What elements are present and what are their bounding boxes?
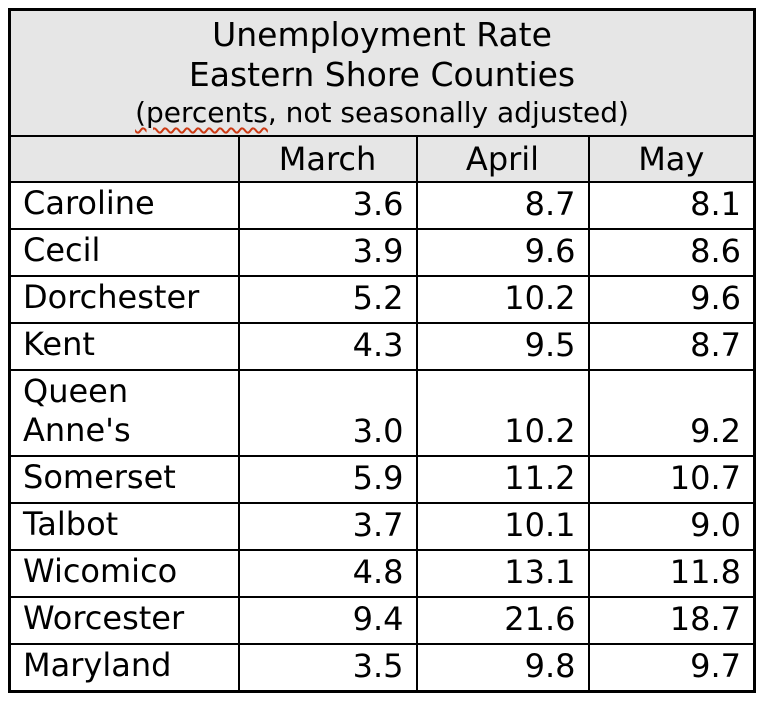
table-row: Worcester 9.4 21.6 18.7 [8, 596, 756, 645]
unemployment-table-wrap: Unemployment Rate Eastern Shore Counties… [8, 8, 757, 693]
county-cell: Caroline [8, 181, 240, 230]
table-subtitle: Eastern Shore Counties [188, 55, 576, 94]
value-cell: 18.7 [587, 596, 756, 645]
table-title: Unemployment Rate [212, 15, 552, 54]
value-cell: 11.2 [415, 455, 590, 504]
table-row: Maryland 3.5 9.8 9.7 [8, 643, 756, 693]
table-body: Caroline 3.6 8.7 8.1 Cecil 3.9 9.6 8.6 Dorcheste… [8, 181, 756, 693]
value-cell: 9.6 [587, 275, 756, 324]
note-rest-text: , not seasonally adjusted) [267, 96, 629, 129]
value-cell: 5.2 [237, 275, 418, 324]
table-row: Somerset 5.9 11.2 10.7 [8, 455, 756, 504]
county-cell: Kent [8, 322, 240, 371]
county-cell: Wicomico [8, 549, 240, 598]
value-cell: 3.5 [237, 643, 418, 693]
value-cell: 9.0 [587, 502, 756, 551]
table-row: Talbot 3.7 10.1 9.0 [8, 502, 756, 551]
value-cell: 9.7 [587, 643, 756, 693]
table-row: Wicomico 4.8 13.1 11.8 [8, 549, 756, 598]
value-cell: 4.3 [237, 322, 418, 371]
value-cell: 8.7 [415, 181, 590, 230]
table-row: Kent 4.3 9.5 8.7 [8, 322, 756, 371]
county-cell: Cecil [8, 228, 240, 277]
column-header-march: March [237, 135, 418, 183]
value-cell: 9.4 [237, 596, 418, 645]
title-cell: Unemployment Rate Eastern Shore Counties… [8, 8, 756, 137]
column-header-row: March April May [8, 135, 756, 183]
value-cell: 8.1 [587, 181, 756, 230]
value-cell: 9.6 [415, 228, 590, 277]
value-cell: 3.6 [237, 181, 418, 230]
value-cell: 11.8 [587, 549, 756, 598]
value-cell: 10.7 [587, 455, 756, 504]
value-cell: 3.0 [237, 369, 418, 457]
value-cell: 9.5 [415, 322, 590, 371]
table-row: Queen Anne's 3.0 10.2 9.2 [8, 369, 756, 457]
value-cell: 5.9 [237, 455, 418, 504]
table-row: Cecil 3.9 9.6 8.6 [8, 228, 756, 277]
value-cell: 10.2 [415, 275, 590, 324]
county-cell: Maryland [8, 643, 240, 693]
value-cell: 10.1 [415, 502, 590, 551]
value-cell: 9.8 [415, 643, 590, 693]
value-cell: 21.6 [415, 596, 590, 645]
county-cell: Somerset [8, 455, 240, 504]
column-header-april: April [415, 135, 590, 183]
value-cell: 8.6 [587, 228, 756, 277]
column-header-may: May [587, 135, 756, 183]
value-cell: 8.7 [587, 322, 756, 371]
county-cell: Talbot [8, 502, 240, 551]
value-cell: 4.8 [237, 549, 418, 598]
spellcheck-squiggle-text: (percents [135, 96, 268, 129]
value-cell: 9.2 [587, 369, 756, 457]
unemployment-table: Unemployment Rate Eastern Shore Counties… [8, 8, 757, 693]
county-cell: Queen Anne's [8, 369, 240, 457]
title-row: Unemployment Rate Eastern Shore Counties… [8, 8, 756, 137]
corner-cell [8, 135, 240, 183]
table-row: Dorchester 5.2 10.2 9.6 [8, 275, 756, 324]
value-cell: 10.2 [415, 369, 590, 457]
value-cell: 13.1 [415, 549, 590, 598]
table-note: (percents, not seasonally adjusted) [12, 95, 753, 131]
value-cell: 3.9 [237, 228, 418, 277]
table-row: Caroline 3.6 8.7 8.1 [8, 181, 756, 230]
county-cell: Dorchester [8, 275, 240, 324]
value-cell: 3.7 [237, 502, 418, 551]
county-cell: Worcester [8, 596, 240, 645]
